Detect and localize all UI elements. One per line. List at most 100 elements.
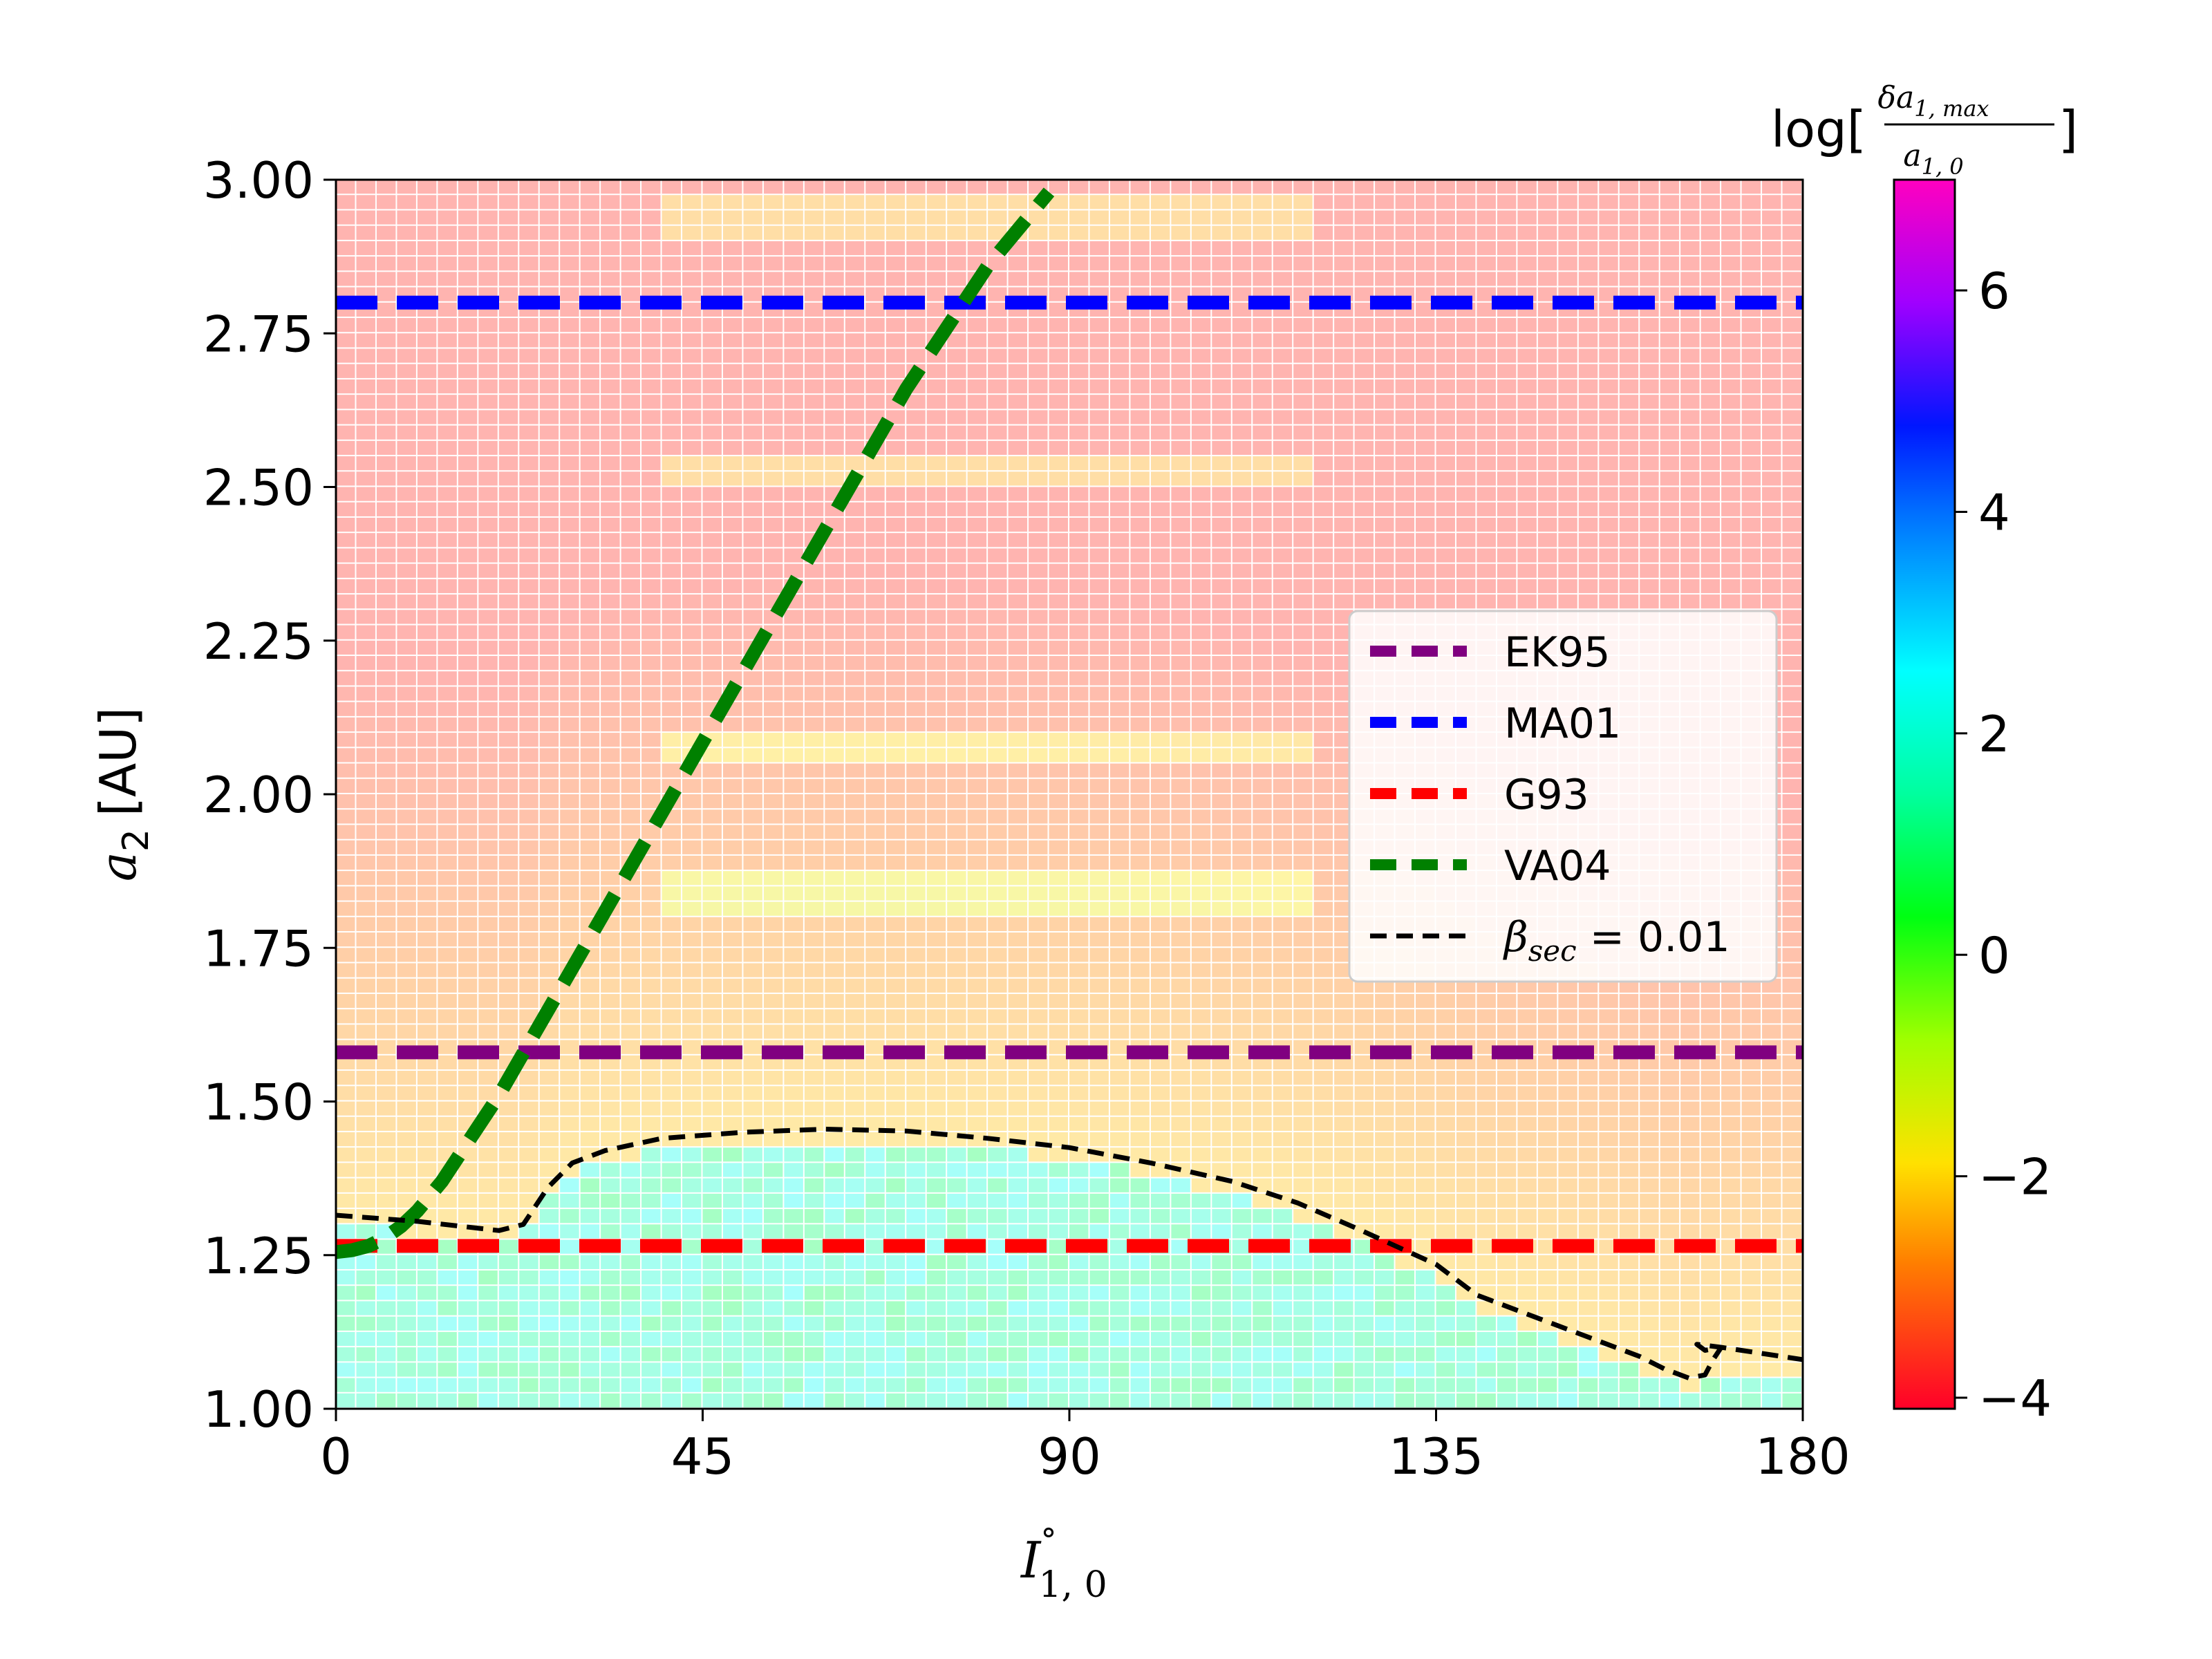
heatmap-cell <box>1741 1331 1761 1347</box>
heatmap-cell <box>1741 1178 1761 1192</box>
heatmap-cell <box>988 794 1007 809</box>
heatmap-cell <box>906 471 926 486</box>
heatmap-cell <box>967 1301 987 1315</box>
heatmap-cell <box>458 901 478 916</box>
heatmap-cell <box>397 825 416 839</box>
heatmap-cell <box>1130 395 1150 409</box>
heatmap-cell <box>743 794 762 809</box>
heatmap-cell <box>1008 840 1028 854</box>
heatmap-cell <box>845 1301 865 1315</box>
heatmap-cell <box>438 640 457 655</box>
heatmap-cell <box>885 978 906 993</box>
heatmap-cell <box>906 855 926 870</box>
heatmap-cell <box>1313 471 1333 486</box>
heatmap-cell <box>458 563 478 578</box>
heatmap-cell <box>336 840 355 854</box>
heatmap-cell <box>702 594 722 609</box>
heatmap-cell <box>1477 440 1496 456</box>
heatmap-cell <box>580 1224 600 1239</box>
heatmap-cell <box>825 733 844 747</box>
heatmap-cell <box>336 686 355 701</box>
heatmap-cell <box>397 1393 416 1408</box>
heatmap-cell <box>1599 1209 1618 1224</box>
heatmap-cell <box>1191 1071 1211 1085</box>
heatmap-cell <box>1212 1270 1231 1285</box>
heatmap-cell <box>967 871 987 885</box>
heatmap-cell <box>1741 1378 1761 1392</box>
heatmap-cell <box>784 456 803 471</box>
heatmap-cell <box>865 1086 885 1100</box>
heatmap-cell <box>865 1193 885 1208</box>
heatmap-cell <box>967 733 987 747</box>
heatmap-cell <box>1436 1024 1455 1039</box>
heatmap-cell <box>621 1393 641 1408</box>
heatmap-cell <box>478 502 498 516</box>
heatmap-cell <box>1660 1009 1680 1024</box>
heatmap-cell <box>682 579 702 594</box>
heatmap-cell <box>1537 395 1557 409</box>
heatmap-cell <box>1171 548 1190 563</box>
heatmap-cell <box>1150 456 1170 471</box>
heatmap-cell <box>1253 702 1272 716</box>
heatmap-cell <box>1416 993 1435 1009</box>
heatmap-cell <box>397 410 416 424</box>
heatmap-cell <box>1049 1362 1068 1377</box>
heatmap-cell <box>1008 471 1028 486</box>
heatmap-cell <box>539 364 559 378</box>
heatmap-cell <box>1253 1347 1272 1362</box>
heatmap-cell <box>498 364 518 378</box>
heatmap-cell <box>1150 1101 1170 1116</box>
heatmap-cell <box>1660 1331 1680 1347</box>
heatmap-cell <box>519 748 538 762</box>
heatmap-cell <box>1109 579 1130 594</box>
heatmap-cell <box>1253 1101 1272 1116</box>
heatmap-cell <box>519 886 538 901</box>
heatmap-cell <box>1660 1224 1680 1239</box>
heatmap-cell <box>560 932 579 947</box>
heatmap-cell <box>336 948 355 962</box>
heatmap-cell <box>601 655 620 671</box>
heatmap-cell <box>1477 548 1496 563</box>
heatmap-cell <box>539 563 559 578</box>
heatmap-cell <box>662 1301 682 1315</box>
heatmap-cell <box>1558 594 1577 609</box>
heatmap-cell <box>601 855 620 870</box>
heatmap-cell <box>1517 1009 1537 1024</box>
heatmap-cell <box>906 1301 926 1315</box>
heatmap-cell <box>682 702 702 716</box>
heatmap-cell <box>662 886 682 901</box>
heatmap-cell <box>1721 1270 1741 1285</box>
heatmap-cell <box>1171 763 1190 778</box>
heatmap-cell <box>1741 1301 1761 1315</box>
heatmap-cell <box>1313 364 1333 378</box>
heatmap-cell <box>519 1316 538 1331</box>
heatmap-cell <box>1497 440 1517 456</box>
heatmap-cell <box>906 1270 926 1285</box>
heatmap-cell <box>763 1255 783 1269</box>
heatmap-cell <box>1150 625 1170 639</box>
heatmap-cell <box>376 410 396 424</box>
heatmap-cell <box>1069 440 1089 456</box>
heatmap-cell <box>1069 702 1089 716</box>
heatmap-cell <box>1456 1301 1476 1315</box>
heatmap-cell <box>1069 1009 1089 1024</box>
heatmap-cell <box>722 1255 742 1269</box>
heatmap-cell <box>1436 1301 1455 1315</box>
heatmap-cell <box>641 1009 661 1024</box>
heatmap-cell <box>926 1147 946 1162</box>
heatmap-cell <box>825 978 844 993</box>
heatmap-cell <box>580 825 600 839</box>
heatmap-cell <box>763 1393 783 1408</box>
heatmap-cell <box>1313 1331 1333 1347</box>
heatmap-cell <box>1253 517 1272 532</box>
heatmap-cell <box>539 794 559 809</box>
heatmap-cell <box>1313 517 1333 532</box>
heatmap-cell <box>1089 471 1109 486</box>
heatmap-cell <box>1578 1178 1598 1192</box>
heatmap-cell <box>784 1347 803 1362</box>
heatmap-cell <box>1436 548 1455 563</box>
heatmap-cell <box>1109 563 1130 578</box>
heatmap-cell <box>1313 625 1333 639</box>
heatmap-cell <box>458 1147 478 1162</box>
heatmap-cell <box>1130 1393 1150 1408</box>
